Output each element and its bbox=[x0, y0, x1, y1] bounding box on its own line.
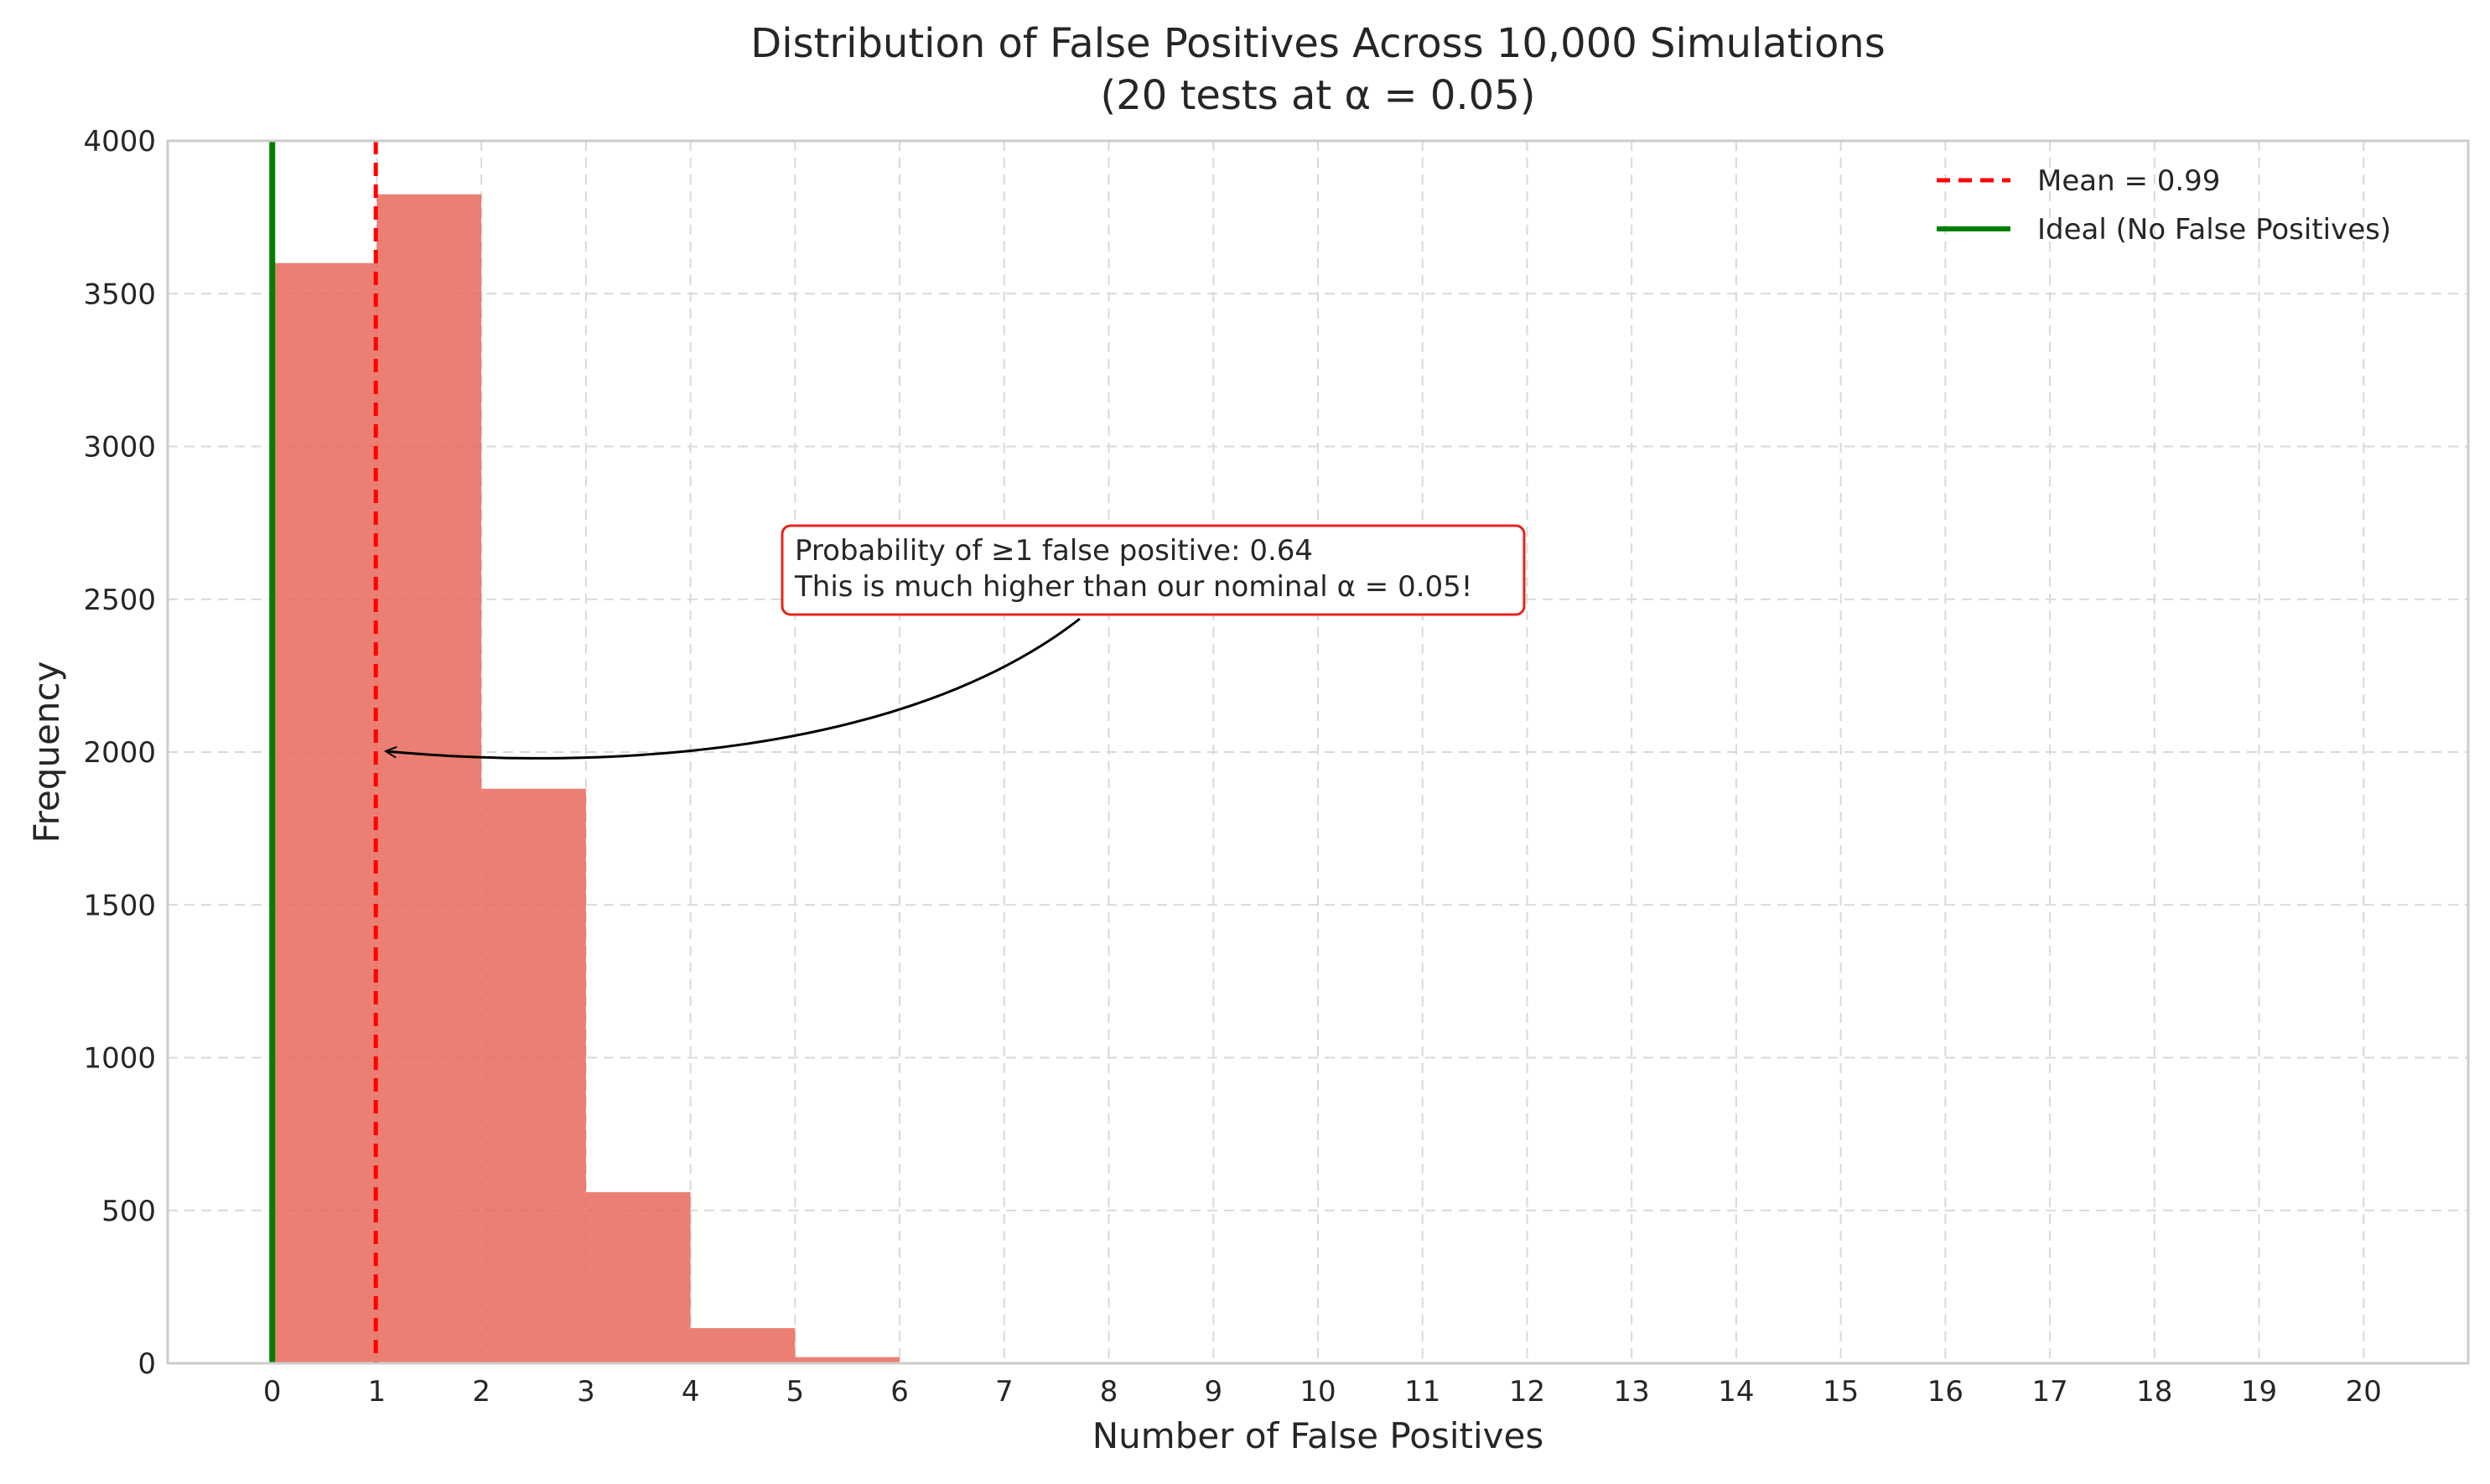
y-tick-label: 2500 bbox=[83, 584, 156, 617]
histogram-bar bbox=[272, 262, 377, 1363]
x-tick-label: 8 bbox=[1100, 1375, 1118, 1409]
y-tick-label: 3500 bbox=[83, 278, 156, 311]
y-tick-label: 500 bbox=[101, 1195, 156, 1228]
plot-frame bbox=[166, 139, 2470, 1365]
annotation-box bbox=[781, 524, 1526, 616]
x-tick-label: 2 bbox=[472, 1375, 490, 1409]
x-tick-label: 4 bbox=[682, 1375, 700, 1409]
x-tick-label: 14 bbox=[1718, 1375, 1754, 1409]
x-tick-label: 12 bbox=[1509, 1375, 1545, 1409]
x-tick-label: 13 bbox=[1614, 1375, 1650, 1409]
y-axis-label: Frequency bbox=[26, 662, 67, 843]
x-tick-label: 3 bbox=[577, 1375, 595, 1409]
chart-subtitle: (20 tests at α = 0.05) bbox=[1101, 72, 1536, 119]
legend-ideal-label: Ideal (No False Positives) bbox=[2037, 213, 2391, 246]
reference-lines bbox=[269, 141, 378, 1363]
histogram-bar bbox=[690, 1328, 796, 1363]
annotation-line-2: This is much higher than our nominal α =… bbox=[794, 570, 1472, 604]
y-tick-label: 4000 bbox=[83, 125, 156, 158]
x-axis-label: Number of False Positives bbox=[1092, 1415, 1543, 1456]
x-tick-label: 11 bbox=[1404, 1375, 1440, 1409]
x-tick-label: 1 bbox=[368, 1375, 386, 1409]
legend: Mean = 0.99 Ideal (No False Positives) bbox=[1937, 164, 2391, 246]
x-tick-label: 15 bbox=[1823, 1375, 1859, 1409]
histogram-bar bbox=[585, 1191, 691, 1363]
x-tick-label: 7 bbox=[995, 1375, 1014, 1409]
x-tick-label: 9 bbox=[1204, 1375, 1222, 1409]
legend-mean-label: Mean = 0.99 bbox=[2037, 164, 2220, 198]
x-tick-label: 5 bbox=[786, 1375, 805, 1409]
x-tick-label: 0 bbox=[263, 1375, 282, 1409]
x-tick-label: 20 bbox=[2346, 1375, 2382, 1409]
histogram-bar bbox=[376, 194, 482, 1364]
histogram-bar bbox=[481, 788, 586, 1363]
y-tick-label: 2000 bbox=[83, 736, 156, 770]
annotation: Probability of ≥1 false positive: 0.64 T… bbox=[386, 524, 1526, 760]
x-tick-label: 18 bbox=[2136, 1375, 2172, 1409]
x-tick-label: 10 bbox=[1299, 1375, 1336, 1409]
chart-title: Distribution of False Positives Across 1… bbox=[750, 20, 1885, 67]
y-tick-label: 0 bbox=[137, 1347, 156, 1381]
annotation-line-1: Probability of ≥1 false positive: 0.64 bbox=[795, 534, 1313, 568]
annotation-arrow bbox=[386, 617, 1081, 760]
x-tick-label: 16 bbox=[1927, 1375, 1963, 1409]
x-tick-label: 19 bbox=[2241, 1375, 2277, 1409]
y-tick-label: 1000 bbox=[83, 1042, 156, 1076]
y-tick-label: 1500 bbox=[83, 889, 156, 922]
axis-ticks: 0 1 2 3 4 5 6 7 8 9 10 11 12 13 14 15 16 17 18 19 2005001000… bbox=[83, 125, 2381, 1409]
y-tick-label: 3000 bbox=[83, 431, 156, 464]
x-tick-label: 17 bbox=[2031, 1375, 2067, 1409]
x-tick-label: 6 bbox=[890, 1375, 909, 1409]
histogram-bar bbox=[795, 1357, 900, 1363]
histogram-bars bbox=[272, 194, 1004, 1364]
